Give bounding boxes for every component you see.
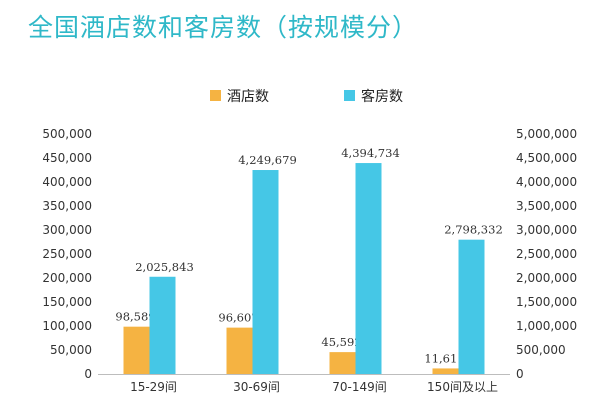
chart-title: 全国酒店数和客房数（按规模分） [28,13,419,42]
legend-swatch [344,90,355,101]
x-category-label: 150间及以上 [427,380,498,394]
data-label-rooms: 4,394,734 [341,146,400,160]
y-right-tick-label: 4,000,000 [516,175,577,189]
y-right-tick-label: 2,000,000 [516,271,577,285]
y-right-tick-label: 4,500,000 [516,151,577,165]
bar-rooms [458,239,485,374]
data-label-rooms: 2,025,843 [135,260,194,274]
y-left-tick-label: 0 [84,367,92,381]
y-left-tick-label: 300,000 [42,223,92,237]
data-label-hotels: 96,607 [218,311,258,325]
y-left-tick-label: 350,000 [42,199,92,213]
bar-rooms [252,170,279,374]
data-label-hotels: 45,592 [321,335,361,349]
legend-swatch [210,90,221,101]
bar-hotels [123,326,150,374]
x-category-label: 30-69间 [233,380,280,394]
y-left-tick-label: 400,000 [42,175,92,189]
x-category-label: 15-29间 [130,380,177,394]
y-right-tick-label: 1,500,000 [516,295,577,309]
y-right-tick-label: 5,000,000 [516,127,577,141]
y-right-tick-label: 0 [516,367,524,381]
y-left-tick-label: 100,000 [42,319,92,333]
bar-rooms [355,163,382,374]
x-category-label: 70-149间 [332,380,387,394]
legend-label: 客房数 [361,88,403,105]
legend-label: 酒店数 [227,89,269,105]
y-left-tick-label: 250,000 [42,247,92,261]
bar-hotels [329,352,356,374]
bar-hotels [226,327,253,374]
y-left-tick-label: 500,000 [42,127,92,141]
y-left-tick-label: 200,000 [42,271,92,285]
data-label-rooms: 2,798,332 [444,223,503,237]
data-label-hotels: 98,589 [115,310,155,324]
y-right-tick-label: 500,000 [516,343,566,357]
y-left-tick-label: 50,000 [50,343,92,357]
y-left-tick-label: 450,000 [42,151,92,165]
y-right-tick-label: 1,000,000 [516,319,577,333]
y-right-tick-label: 3,000,000 [516,223,577,237]
data-label-rooms: 4,249,679 [238,153,297,167]
y-right-tick-label: 3,500,000 [516,199,577,213]
y-left-tick-label: 150,000 [42,295,92,309]
data-label-hotels: 11,611 [424,351,464,365]
y-right-tick-label: 2,500,000 [516,247,577,261]
bar-rooms [149,276,176,374]
bar-hotels [432,368,459,374]
